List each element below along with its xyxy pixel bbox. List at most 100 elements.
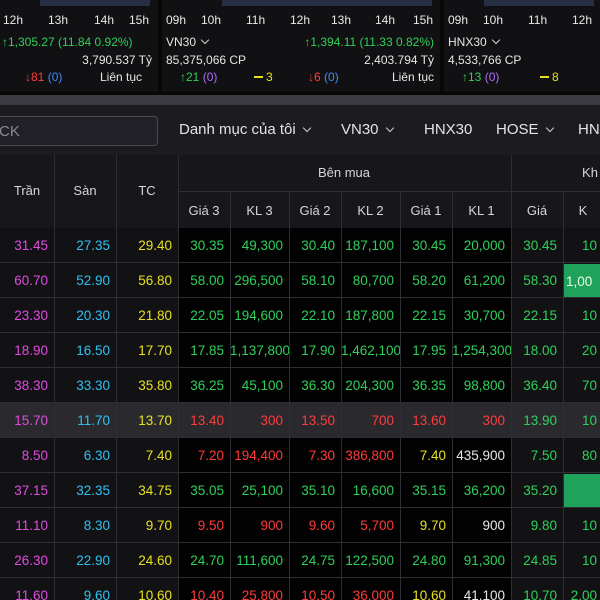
bid-vol-3[interactable]: 111,600 — [236, 553, 283, 568]
match-vol[interactable]: 10 — [581, 308, 597, 323]
match-vol[interactable]: 70 — [581, 378, 597, 393]
match-vol[interactable]: 1,00 — [563, 264, 600, 297]
match-price[interactable]: 10.70 — [523, 588, 557, 600]
bid-vol-3[interactable]: 25,800 — [241, 588, 283, 600]
bid-vol-1[interactable]: 36,200 — [463, 483, 505, 498]
tab-vn30[interactable]: VN30 — [341, 121, 394, 138]
bid-price-1[interactable]: 13.60 — [412, 413, 446, 428]
match-price[interactable]: 36.40 — [523, 378, 557, 393]
index-card-vn30[interactable]: 09h 10h 11h 12h 13h 14h 15h VN30 ↑1,394.… — [162, 0, 440, 92]
index-card-hnx30[interactable]: 09h 10h 11h 12h HNX30 4,533,766 CP ↑13 (… — [444, 0, 600, 92]
match-price[interactable]: 9.80 — [530, 518, 557, 533]
bid-vol-2[interactable]: 386,800 — [345, 448, 394, 463]
bid-price-2[interactable]: 24.75 — [301, 553, 335, 568]
bid-price-3[interactable]: 36.25 — [190, 378, 224, 393]
bid-price-1[interactable]: 17.95 — [412, 343, 446, 358]
ceiling-price[interactable]: 15.70 — [14, 413, 48, 428]
bid-vol-2[interactable]: 204,300 — [345, 378, 394, 393]
reference-price[interactable]: 56.80 — [138, 273, 172, 288]
header-bid-vol-3[interactable]: KL 3 — [246, 203, 273, 218]
header-bid-price-2[interactable]: Giá 2 — [299, 203, 331, 218]
table-row[interactable]: 38.30 33.30 35.80 36.25 45,100 36.30 204,300 36… — [0, 368, 600, 403]
tab-hnx[interactable]: HN — [578, 121, 600, 138]
bid-price-3[interactable]: 9.50 — [197, 518, 224, 533]
bid-vol-3[interactable]: 25,100 — [241, 483, 283, 498]
bid-price-2[interactable]: 35.10 — [301, 483, 335, 498]
match-vol[interactable]: 20 — [581, 343, 597, 358]
bid-vol-1[interactable]: 300 — [482, 413, 505, 428]
header-bid-vol-1[interactable]: KL 1 — [468, 203, 495, 218]
bid-vol-2[interactable]: 122,500 — [345, 553, 394, 568]
bid-price-1[interactable]: 36.35 — [412, 378, 446, 393]
reference-price[interactable]: 34.75 — [138, 483, 172, 498]
bid-price-3[interactable]: 7.20 — [197, 448, 224, 463]
floor-price[interactable]: 8.30 — [83, 518, 110, 533]
bid-price-2[interactable]: 9.60 — [308, 518, 335, 533]
bid-price-2[interactable]: 30.40 — [301, 238, 335, 253]
match-vol[interactable] — [563, 474, 600, 507]
match-price[interactable]: 22.15 — [523, 308, 557, 323]
table-row[interactable]: 37.15 32.35 34.75 35.05 25,100 35.10 16,600 35.… — [0, 473, 600, 508]
table-row[interactable]: 18.90 16.50 17.70 17.85 1,137,800 17.90 1,462,… — [0, 333, 600, 368]
bid-price-2[interactable]: 7.30 — [308, 448, 335, 463]
table-row[interactable]: 26.30 22.90 24.60 24.70 111,600 24.75 122,500 2… — [0, 543, 600, 578]
bid-vol-3[interactable]: 49,300 — [241, 238, 283, 253]
table-row[interactable]: 31.45 27.35 29.40 30.35 49,300 30.40 187,100 30… — [0, 228, 600, 263]
header-ceiling[interactable]: Trần — [13, 183, 41, 198]
bid-vol-3[interactable]: 194,400 — [234, 448, 283, 463]
table-row[interactable]: 23.30 20.30 21.80 22.05 194,600 22.10 187,800 2… — [0, 298, 600, 333]
bid-price-1[interactable]: 30.45 — [412, 238, 446, 253]
bid-price-1[interactable]: 9.70 — [419, 518, 446, 533]
ceiling-price[interactable]: 23.30 — [14, 308, 48, 323]
ceiling-price[interactable]: 38.30 — [14, 378, 48, 393]
bid-price-2[interactable]: 58.10 — [301, 273, 335, 288]
bid-price-3[interactable]: 35.05 — [190, 483, 224, 498]
bid-vol-1[interactable]: 61,200 — [463, 273, 505, 288]
floor-price[interactable]: 16.50 — [76, 343, 110, 358]
floor-price[interactable]: 20.30 — [76, 308, 110, 323]
bid-price-1[interactable]: 35.15 — [412, 483, 446, 498]
bid-price-3[interactable]: 17.85 — [190, 343, 224, 358]
bid-price-2[interactable]: 36.30 — [301, 378, 335, 393]
ceiling-price[interactable]: 11.10 — [15, 518, 48, 533]
bid-vol-2[interactable]: 80,700 — [352, 273, 394, 288]
bid-price-2[interactable]: 22.10 — [301, 308, 335, 323]
bid-vol-1[interactable]: 41,100 — [463, 588, 505, 600]
match-vol[interactable]: 10 — [581, 413, 597, 428]
match-vol[interactable]: 10 — [581, 553, 597, 568]
bid-price-2[interactable]: 17.90 — [301, 343, 335, 358]
reference-price[interactable]: 17.70 — [138, 343, 172, 358]
reference-price[interactable]: 10.60 — [138, 588, 172, 600]
table-row[interactable]: 11.10 8.30 9.70 9.50 900 9.60 5,700 9.70 900 9.80… — [0, 508, 600, 543]
bid-price-1[interactable]: 58.20 — [412, 273, 446, 288]
match-price[interactable]: 13.90 — [523, 413, 557, 428]
ceiling-price[interactable]: 8.50 — [21, 448, 48, 463]
bid-price-1[interactable]: 10.60 — [412, 588, 446, 600]
bid-vol-3[interactable]: 300 — [260, 413, 283, 428]
header-bid-vol-2[interactable]: KL 2 — [357, 203, 384, 218]
reference-price[interactable]: 35.80 — [138, 378, 172, 393]
reference-price[interactable]: 13.70 — [138, 413, 172, 428]
bid-vol-3[interactable]: 296,500 — [234, 273, 283, 288]
table-row[interactable]: 8.50 6.30 7.40 7.20 194,400 7.30 386,800 7.40 43… — [0, 438, 600, 473]
floor-price[interactable]: 6.30 — [83, 448, 110, 463]
ceiling-price[interactable]: 18.90 — [14, 343, 48, 358]
bid-price-3[interactable]: 22.05 — [190, 308, 224, 323]
bid-price-3[interactable]: 10.40 — [190, 588, 224, 600]
match-price[interactable]: 24.85 — [523, 553, 557, 568]
tab-hnx30[interactable]: HNX30 — [424, 121, 472, 138]
table-row[interactable]: 15.70 11.70 13.70 13.40 300 13.50 700 13.60 300 1… — [0, 403, 600, 438]
index-name-dropdown[interactable]: HNX30 — [448, 35, 500, 49]
bid-vol-3[interactable]: 194,600 — [234, 308, 283, 323]
bid-price-1[interactable]: 24.80 — [412, 553, 446, 568]
bid-vol-1[interactable]: 900 — [482, 518, 505, 533]
header-match-price[interactable]: Giá — [526, 203, 548, 218]
bid-price-2[interactable]: 13.50 — [301, 413, 335, 428]
table-row[interactable]: 11.60 9.60 10.60 10.40 25,800 10.50 36,000 10.6… — [0, 578, 600, 600]
match-price[interactable]: 30.45 — [523, 238, 557, 253]
table-row[interactable]: 60.70 52.90 56.80 58.00 296,500 58.10 80,700 58… — [0, 263, 600, 298]
reference-price[interactable]: 24.60 — [138, 553, 172, 568]
header-floor[interactable]: Sàn — [73, 183, 97, 198]
bid-price-2[interactable]: 10.50 — [301, 588, 335, 600]
bid-vol-2[interactable]: 1,462,100 — [341, 343, 400, 358]
